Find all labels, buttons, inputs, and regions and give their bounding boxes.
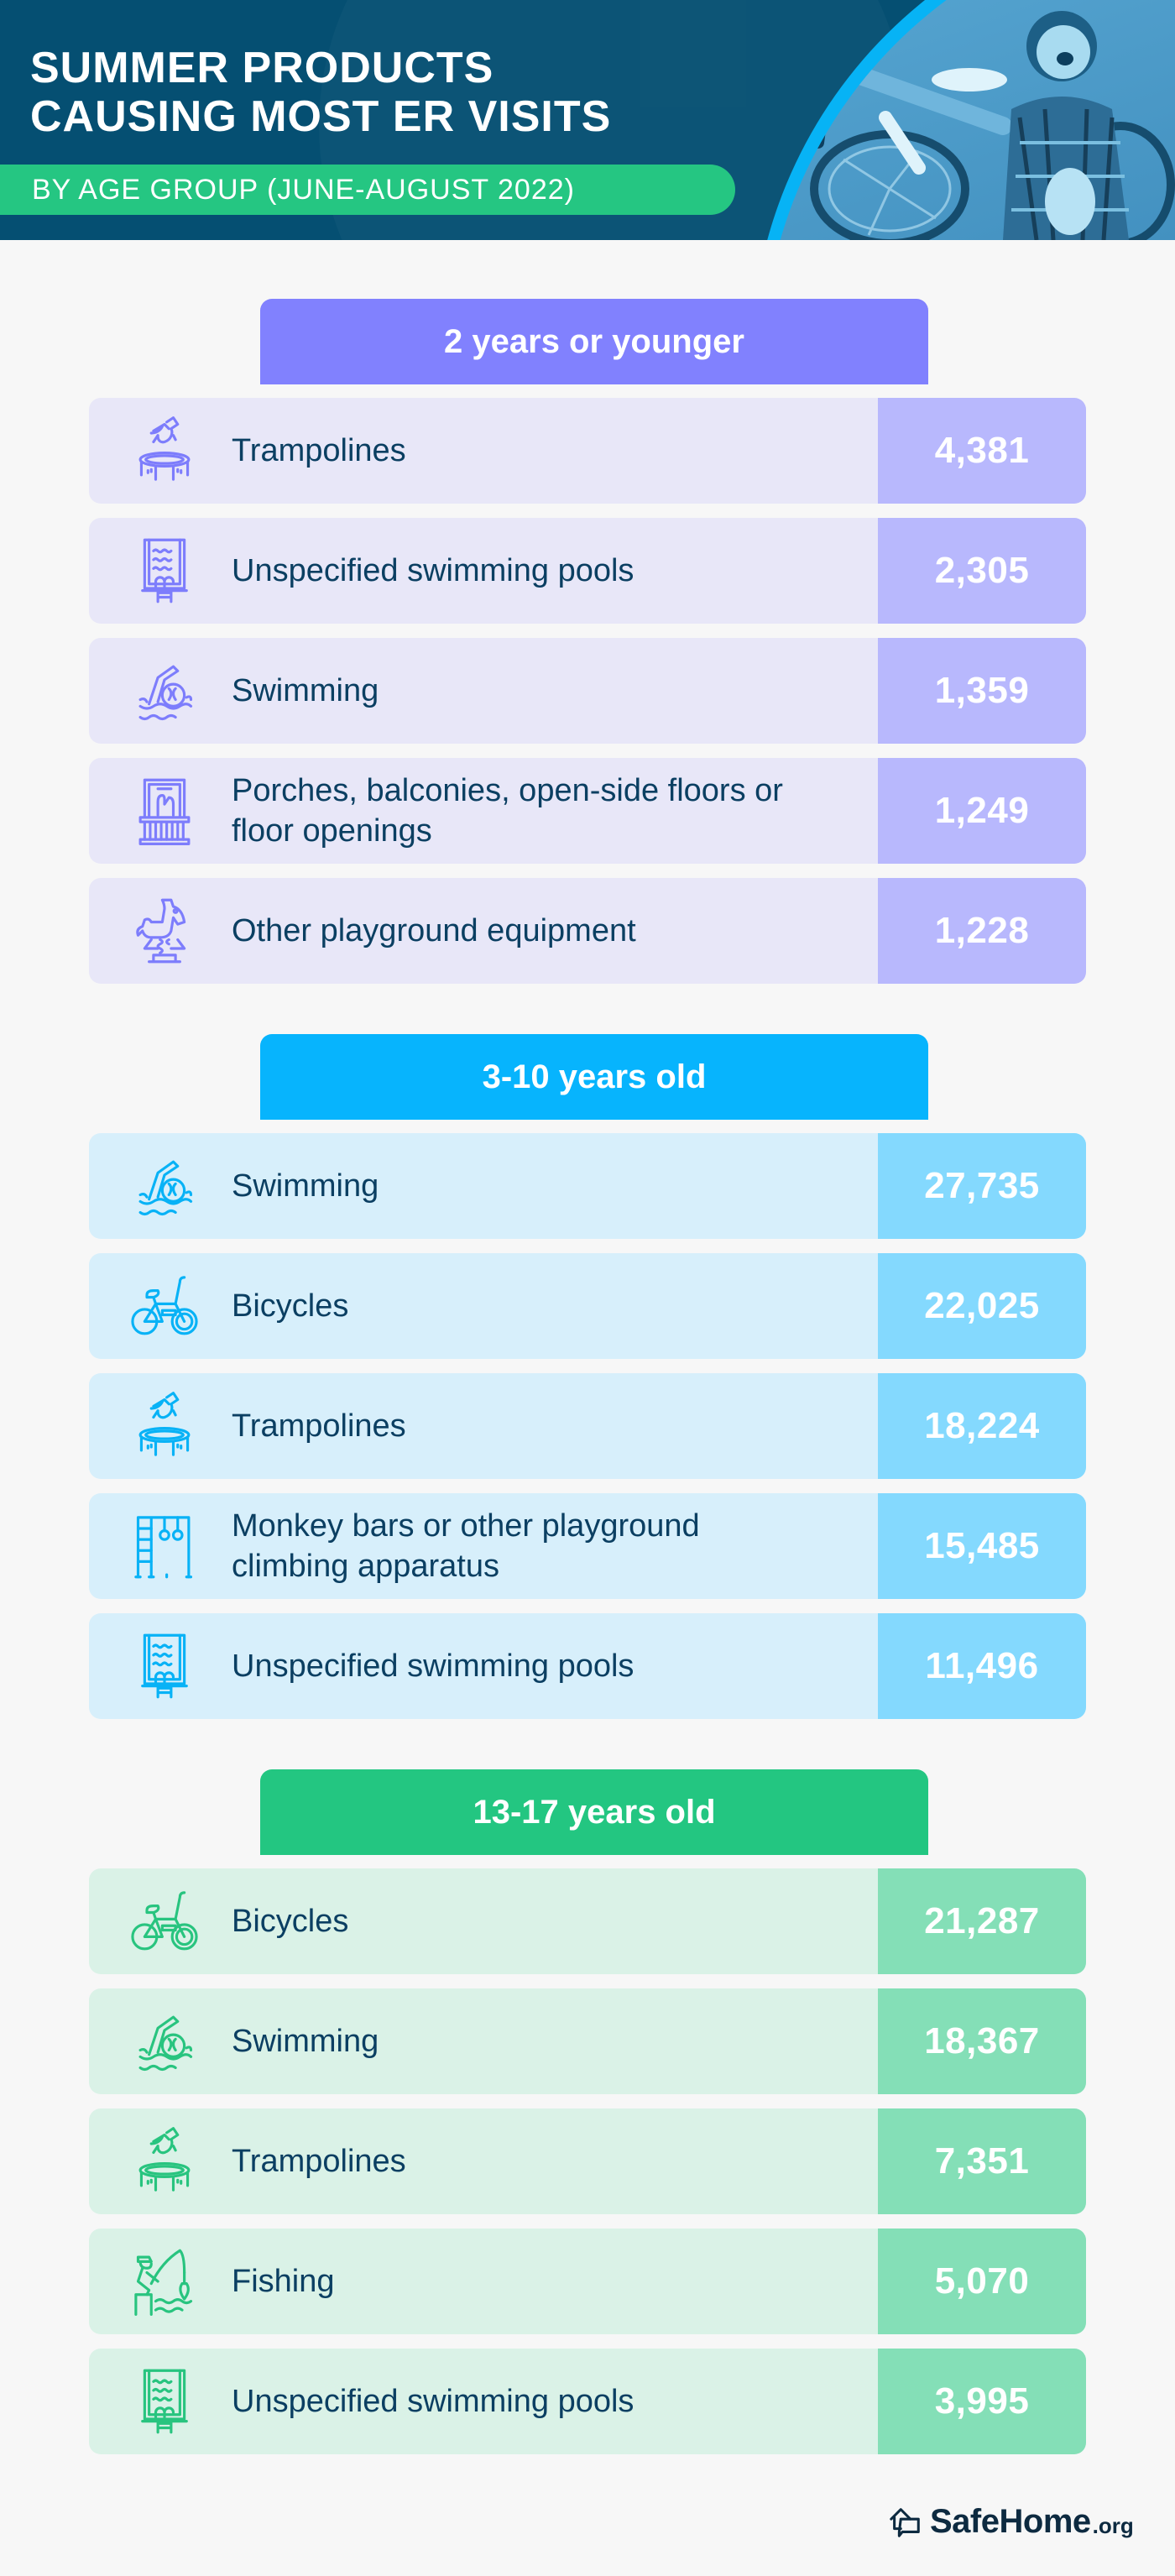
photo-background — [763, 0, 1175, 240]
er-visit-count: 3,995 — [878, 2349, 1086, 2454]
er-visit-count: 1,249 — [878, 758, 1086, 864]
product-label: Unspecified swimming pools — [232, 2384, 634, 2419]
list-item: Trampolines 7,351 — [89, 2108, 1086, 2214]
group-header: 13-17 years old — [260, 1769, 928, 1855]
list-item: Other playground equipment 1,228 — [89, 878, 1086, 984]
er-visit-count: 1,228 — [878, 878, 1086, 984]
page-title: SUMMER PRODUCTS CAUSING MOST ER VISITS — [30, 44, 611, 141]
product-label: Trampolines — [232, 1408, 406, 1444]
er-visit-count: 22,025 — [878, 1253, 1086, 1359]
list-item: Porches, balconies, open-side floors or … — [89, 758, 1086, 864]
swimming-pool-icon — [124, 1626, 205, 1706]
trampoline-icon — [124, 1386, 205, 1466]
header-photo — [751, 0, 1175, 240]
list-item: Monkey bars or other playground climbing… — [89, 1493, 1086, 1599]
logo-tld: .org — [1092, 2513, 1134, 2538]
safehome-logo: SafeHome .org — [888, 2503, 1134, 2541]
product-label: Trampolines — [232, 2144, 406, 2179]
list-item: Bicycles 21,287 — [89, 1868, 1086, 1974]
list-item: Trampolines 4,381 — [89, 398, 1086, 504]
er-visit-count: 4,381 — [878, 398, 1086, 504]
header-banner: SUMMER PRODUCTS CAUSING MOST ER VISITS B… — [0, 0, 1175, 240]
swimming-pool-icon — [124, 2361, 205, 2442]
logo-brand: SafeHome — [930, 2503, 1091, 2540]
fishing-icon — [124, 2241, 205, 2322]
subtitle-pill: BY AGE GROUP (JUNE-AUGUST 2022) — [0, 165, 735, 215]
title-line-2: CAUSING MOST ER VISITS — [30, 92, 612, 141]
list-item: Swimming 18,367 — [89, 1988, 1086, 2094]
list-item: Unspecified swimming pools 2,305 — [89, 518, 1086, 624]
er-visit-count: 1,359 — [878, 638, 1086, 744]
bicycle-icon — [124, 1881, 205, 1962]
group-header: 3-10 years old — [260, 1034, 928, 1120]
er-visit-count: 15,485 — [878, 1493, 1086, 1599]
group-header: 2 years or younger — [260, 299, 928, 384]
rocking-horse-icon — [124, 891, 205, 971]
list-item: Swimming 1,359 — [89, 638, 1086, 744]
product-label: Fishing — [232, 2264, 335, 2299]
er-visit-count: 5,070 — [878, 2229, 1086, 2334]
bicycle-icon — [124, 1266, 205, 1346]
er-visit-count: 18,224 — [878, 1373, 1086, 1479]
product-label: Trampolines — [232, 433, 406, 468]
list-item: Unspecified swimming pools 11,496 — [89, 1613, 1086, 1719]
er-visit-count: 18,367 — [878, 1988, 1086, 2094]
title-line-1: SUMMER PRODUCTS — [30, 44, 494, 92]
product-label: Monkey bars or other playground climbing… — [232, 1508, 700, 1584]
monkey-bars-icon — [124, 1506, 205, 1586]
age-group-3-10: 3-10 years old Swimming 27,735 Bicycles … — [89, 1034, 1086, 1733]
product-label: Unspecified swimming pools — [232, 553, 634, 588]
swimmer-icon — [124, 651, 205, 731]
er-visit-count: 21,287 — [878, 1868, 1086, 1974]
product-label: Bicycles — [232, 1904, 349, 1939]
er-visit-count: 7,351 — [878, 2108, 1086, 2214]
house-chat-icon — [888, 2504, 923, 2541]
product-list: Bicycles 21,287 Swimming 18,367 Trampoli… — [89, 1868, 1086, 2454]
product-label: Bicycles — [232, 1288, 349, 1324]
product-list: Swimming 27,735 Bicycles 22,025 Trampoli… — [89, 1133, 1086, 1719]
list-item: Unspecified swimming pools 3,995 — [89, 2349, 1086, 2454]
list-item: Swimming 27,735 — [89, 1133, 1086, 1239]
product-label: Swimming — [232, 673, 379, 708]
age-group-13-17: 13-17 years old Bicycles 21,287 Swimming… — [89, 1769, 1086, 2469]
product-label: Unspecified swimming pools — [232, 1649, 634, 1684]
child-bicycle-illustration — [810, 11, 1175, 240]
swimmer-icon — [124, 2001, 205, 2082]
list-item: Trampolines 18,224 — [89, 1373, 1086, 1479]
balcony-icon — [124, 771, 205, 851]
product-label: Porches, balconies, open-side floors or … — [232, 773, 783, 849]
trampoline-icon — [124, 410, 205, 491]
trampoline-icon — [124, 2121, 205, 2202]
product-label: Swimming — [232, 1168, 379, 1204]
swimming-pool-icon — [124, 530, 205, 611]
list-item: Bicycles 22,025 — [89, 1253, 1086, 1359]
er-visit-count: 27,735 — [878, 1133, 1086, 1239]
page-subtitle: BY AGE GROUP (JUNE-AUGUST 2022) — [32, 174, 575, 206]
product-label: Other playground equipment — [232, 913, 636, 948]
er-visit-count: 11,496 — [878, 1613, 1086, 1719]
list-item: Fishing 5,070 — [89, 2229, 1086, 2334]
age-group-2-and-under: 2 years or younger Trampolines 4,381 Uns… — [89, 299, 1086, 998]
er-visit-count: 2,305 — [878, 518, 1086, 624]
product-list: Trampolines 4,381 Unspecified swimming p… — [89, 398, 1086, 984]
product-label: Swimming — [232, 2024, 379, 2059]
swimmer-icon — [124, 1146, 205, 1226]
